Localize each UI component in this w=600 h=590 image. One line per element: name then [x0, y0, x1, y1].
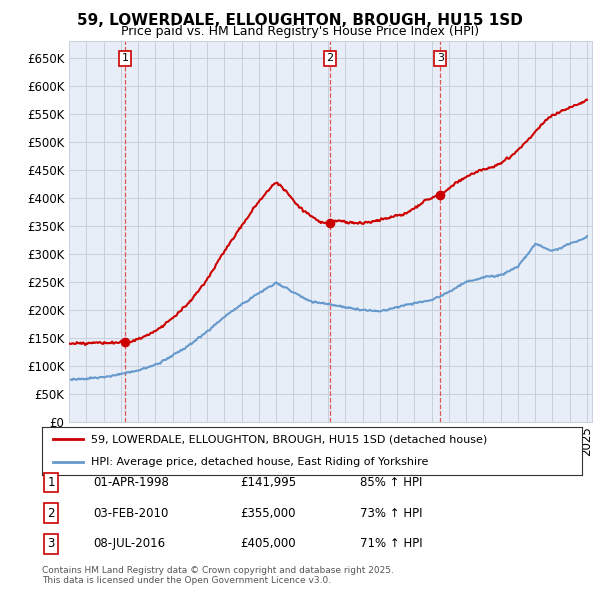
- Text: Price paid vs. HM Land Registry's House Price Index (HPI): Price paid vs. HM Land Registry's House …: [121, 25, 479, 38]
- Text: 3: 3: [437, 54, 444, 63]
- Text: 85% ↑ HPI: 85% ↑ HPI: [360, 476, 422, 489]
- Text: 01-APR-1998: 01-APR-1998: [93, 476, 169, 489]
- Text: £355,000: £355,000: [240, 507, 296, 520]
- Text: 3: 3: [47, 537, 55, 550]
- Text: HPI: Average price, detached house, East Riding of Yorkshire: HPI: Average price, detached house, East…: [91, 457, 428, 467]
- Text: 73% ↑ HPI: 73% ↑ HPI: [360, 507, 422, 520]
- Text: 59, LOWERDALE, ELLOUGHTON, BROUGH, HU15 1SD: 59, LOWERDALE, ELLOUGHTON, BROUGH, HU15 …: [77, 13, 523, 28]
- Text: 71% ↑ HPI: 71% ↑ HPI: [360, 537, 422, 550]
- Text: £405,000: £405,000: [240, 537, 296, 550]
- Text: 1: 1: [47, 476, 55, 489]
- Text: Contains HM Land Registry data © Crown copyright and database right 2025.
This d: Contains HM Land Registry data © Crown c…: [42, 566, 394, 585]
- Text: 03-FEB-2010: 03-FEB-2010: [93, 507, 169, 520]
- Text: 2: 2: [47, 507, 55, 520]
- Text: 2: 2: [326, 54, 333, 63]
- Text: £141,995: £141,995: [240, 476, 296, 489]
- Text: 08-JUL-2016: 08-JUL-2016: [93, 537, 165, 550]
- Text: 59, LOWERDALE, ELLOUGHTON, BROUGH, HU15 1SD (detached house): 59, LOWERDALE, ELLOUGHTON, BROUGH, HU15 …: [91, 434, 487, 444]
- Text: 1: 1: [122, 54, 128, 63]
